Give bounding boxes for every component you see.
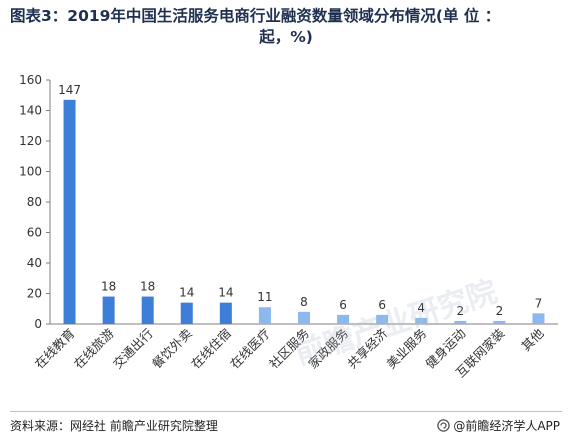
bar [415, 317, 428, 324]
y-tick-label: 40 [27, 256, 42, 270]
bar [102, 296, 115, 324]
data-label: 2 [496, 304, 504, 318]
y-tick-label: 80 [27, 195, 42, 209]
x-tick-label: 交通出行 [110, 326, 156, 372]
data-label: 2 [456, 304, 464, 318]
bar [454, 320, 467, 324]
data-label: 7 [535, 296, 543, 310]
bar [298, 311, 310, 324]
data-label: 147 [58, 83, 81, 97]
bar [376, 314, 389, 324]
bar [141, 296, 154, 324]
bar-chart: 020406080100120140160147在线教育18在线旅游18交通出行… [19, 73, 558, 380]
brand-logo-icon [437, 419, 451, 432]
y-tick-label: 120 [19, 134, 42, 148]
chart-title-line2: 起，%) [259, 28, 313, 46]
bar [219, 302, 232, 324]
data-label: 14 [179, 286, 194, 300]
chart-title-line1: 图表3：2019年中国生活服务电商行业融资数量领域分布情况(单 位 ： [10, 7, 501, 25]
data-label: 4 [417, 301, 425, 315]
x-tick-label: 社区服务 [266, 326, 312, 372]
x-tick-label: 在线教育 [32, 326, 78, 372]
y-tick-label: 60 [27, 226, 42, 240]
brand-credit: @前瞻经济学人APP [437, 417, 560, 434]
x-tick-label: 共享经济 [344, 325, 390, 371]
x-tick-label: 在线旅游 [71, 325, 117, 371]
y-tick-label: 140 [19, 104, 42, 118]
bar [180, 302, 193, 324]
y-tick-label: 0 [34, 317, 42, 331]
x-tick-label: 其他 [518, 325, 547, 354]
x-tick-label: 在线住宿 [188, 326, 234, 372]
y-tick-label: 160 [19, 73, 42, 87]
footer-divider [10, 411, 562, 412]
x-tick-label: 餐饮外卖 [149, 326, 195, 372]
data-label: 6 [339, 298, 347, 312]
bar [337, 314, 350, 324]
brand-credit-text: @前瞻经济学人APP [453, 419, 560, 433]
source-note: 资料来源：网经社 前瞻产业研究院整理 [10, 419, 218, 433]
data-label: 8 [300, 295, 308, 309]
y-tick-label: 100 [19, 165, 42, 179]
x-tick-label: 在线医疗 [227, 326, 273, 372]
data-label: 11 [257, 290, 272, 304]
x-tick-label: 美业服务 [383, 326, 429, 372]
chart-area: 0 20 40 60 80 100 120 140 160 147 在线教育 18 在线旅游 18 交通出行… [0, 58, 572, 410]
bar [532, 313, 545, 324]
bar [258, 307, 271, 324]
data-label: 18 [101, 280, 116, 294]
chart-title: 图表3：2019年中国生活服务电商行业融资数量领域分布情况(单 位 ： 起，%) [10, 6, 562, 48]
data-label: 18 [140, 280, 155, 294]
x-tick-label: 家政服务 [305, 326, 351, 372]
data-label: 6 [378, 298, 386, 312]
y-tick-label: 20 [27, 287, 42, 301]
data-label: 14 [218, 286, 233, 300]
bar [493, 320, 506, 324]
bar [63, 99, 76, 324]
